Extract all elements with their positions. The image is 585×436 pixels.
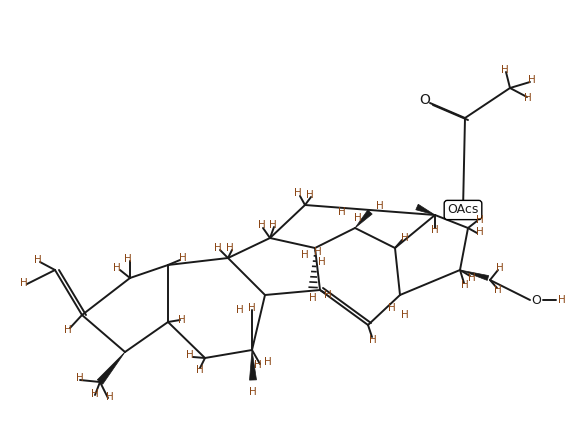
- Text: H: H: [528, 75, 536, 85]
- Text: H: H: [113, 263, 121, 273]
- Text: O: O: [531, 293, 541, 307]
- Text: H: H: [226, 243, 234, 253]
- Text: H: H: [20, 278, 28, 288]
- Text: H: H: [338, 207, 346, 217]
- Text: H: H: [236, 305, 244, 315]
- Text: H: H: [249, 387, 257, 397]
- Text: H: H: [179, 253, 187, 263]
- Text: H: H: [214, 243, 222, 253]
- Text: H: H: [306, 190, 314, 200]
- Text: H: H: [258, 220, 266, 230]
- Text: H: H: [401, 310, 409, 320]
- Text: H: H: [34, 255, 42, 265]
- Text: H: H: [318, 257, 326, 267]
- Text: H: H: [431, 225, 439, 235]
- Text: H: H: [524, 93, 532, 103]
- Text: H: H: [301, 250, 309, 260]
- Text: H: H: [324, 290, 332, 300]
- Text: H: H: [314, 247, 322, 257]
- Text: H: H: [476, 215, 484, 225]
- Text: H: H: [254, 360, 262, 370]
- Text: H: H: [186, 350, 194, 360]
- Text: H: H: [401, 233, 409, 243]
- Polygon shape: [355, 210, 372, 228]
- Text: H: H: [269, 220, 277, 230]
- Text: H: H: [124, 254, 132, 264]
- Polygon shape: [97, 352, 125, 384]
- Text: H: H: [369, 335, 377, 345]
- Text: H: H: [496, 263, 504, 273]
- Text: H: H: [91, 389, 99, 399]
- Text: H: H: [309, 293, 317, 303]
- Text: H: H: [178, 315, 186, 325]
- Text: O: O: [419, 93, 431, 107]
- Text: H: H: [294, 188, 302, 198]
- Text: H: H: [476, 227, 484, 237]
- Text: H: H: [558, 295, 566, 305]
- Text: H: H: [388, 303, 396, 313]
- Text: H: H: [461, 280, 469, 290]
- Polygon shape: [249, 350, 256, 380]
- Text: H: H: [248, 303, 256, 313]
- Text: OAcs: OAcs: [448, 204, 479, 217]
- Text: H: H: [76, 373, 84, 383]
- Text: H: H: [376, 201, 384, 211]
- Text: H: H: [494, 285, 502, 295]
- Text: H: H: [196, 365, 204, 375]
- Text: H: H: [264, 357, 272, 367]
- Text: H: H: [354, 213, 362, 223]
- Text: H: H: [64, 325, 72, 335]
- Polygon shape: [460, 270, 488, 280]
- Polygon shape: [416, 204, 435, 215]
- Text: H: H: [106, 392, 114, 402]
- Text: H: H: [501, 65, 509, 75]
- Text: H: H: [468, 273, 476, 283]
